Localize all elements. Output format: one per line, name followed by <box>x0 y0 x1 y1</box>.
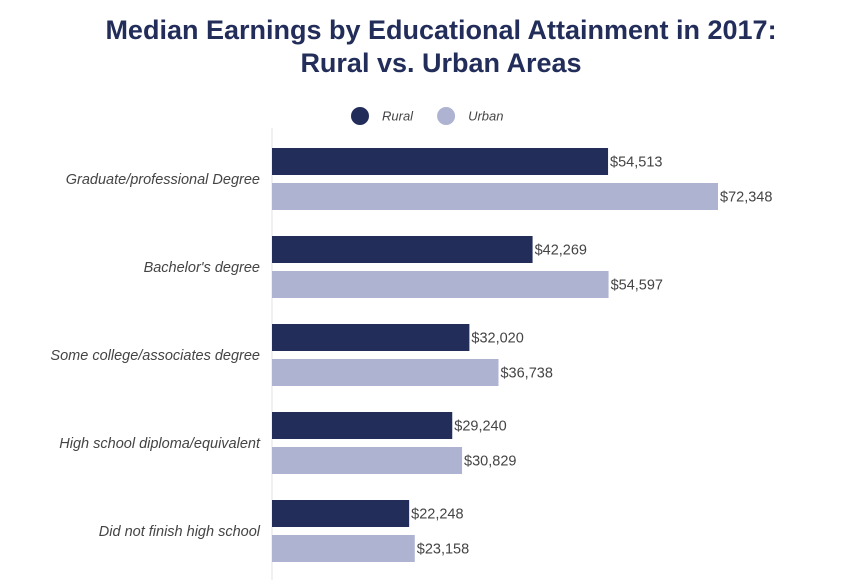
y-tick-label: High school diploma/equivalent <box>59 436 261 452</box>
bar <box>272 271 609 298</box>
value-label: $36,738 <box>500 365 552 381</box>
bar <box>272 535 415 562</box>
value-label: $30,829 <box>464 453 516 469</box>
y-tick-label: Bachelor's degree <box>144 260 260 276</box>
value-label: $23,158 <box>417 541 469 557</box>
bar <box>272 236 533 263</box>
legend-label: Urban <box>468 108 503 123</box>
bar <box>272 148 609 175</box>
value-label: $54,513 <box>610 154 662 170</box>
chart-title: Median Earnings by Educational Attainmen… <box>105 15 776 45</box>
value-label: $42,269 <box>535 242 587 258</box>
value-label: $22,248 <box>411 506 463 522</box>
legend-marker <box>437 107 456 125</box>
value-label: $29,240 <box>454 418 506 434</box>
legend-marker <box>351 107 369 125</box>
chart-title: Rural vs. Urban Areas <box>300 48 581 78</box>
value-label: $54,597 <box>611 277 663 293</box>
bar <box>272 500 410 527</box>
y-tick-label: Some college/associates degree <box>50 348 260 364</box>
y-tick-label: Did not finish high school <box>99 524 261 540</box>
legend-label: Rural <box>382 108 414 123</box>
value-label: $32,020 <box>471 330 523 346</box>
bar <box>272 183 718 210</box>
bar <box>272 447 463 474</box>
bar <box>272 412 453 439</box>
bar <box>272 359 499 386</box>
bar <box>272 324 470 351</box>
y-tick-label: Graduate/professional Degree <box>66 172 260 188</box>
value-label: $72,348 <box>720 189 772 205</box>
